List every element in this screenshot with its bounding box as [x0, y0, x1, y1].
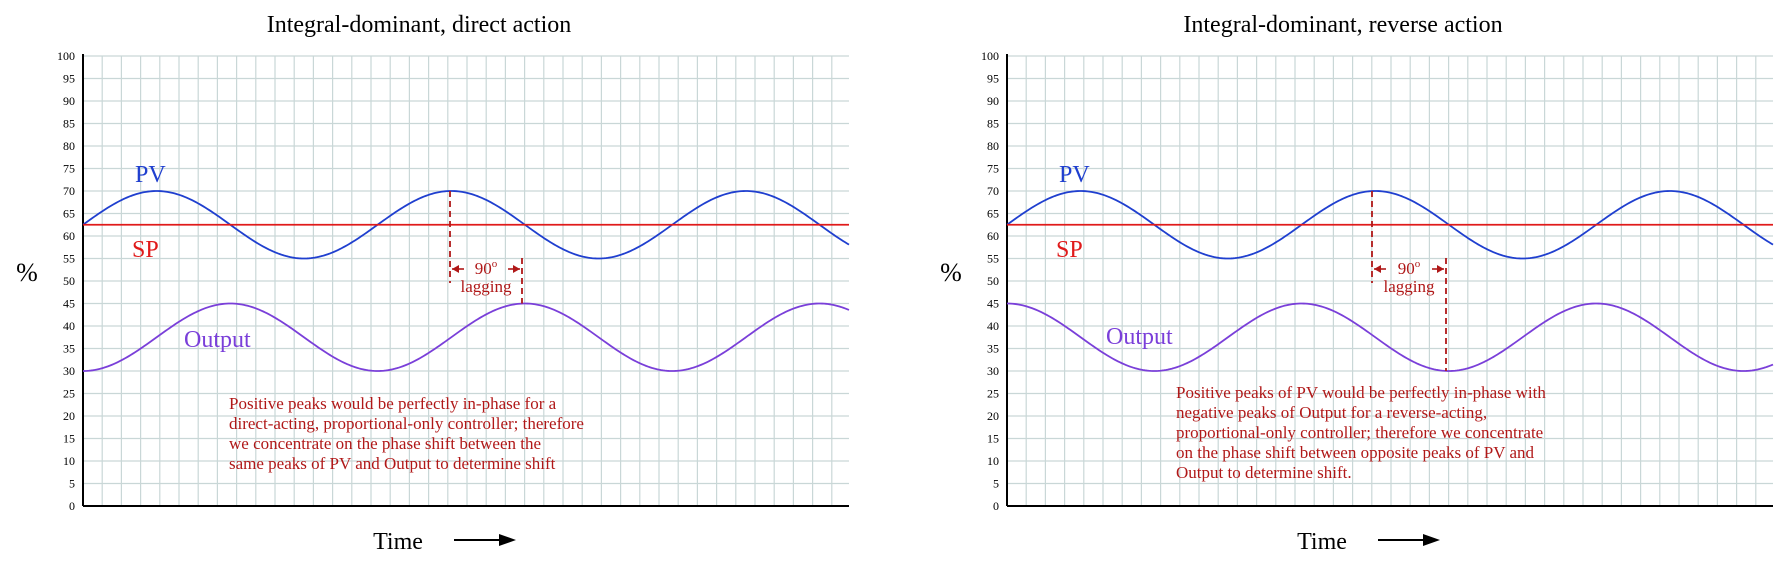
y-tick-label: 5: [69, 477, 75, 491]
y-tick-label: 60: [63, 229, 75, 243]
series-sp-label: SP: [132, 237, 159, 263]
y-tick-label: 30: [987, 364, 999, 378]
series-output-label: Output: [1106, 324, 1173, 350]
shift-arrowhead-right: [513, 265, 520, 273]
y-axis-label: %: [940, 258, 962, 287]
series-output-label: Output: [184, 327, 251, 353]
chart-2: 0 5 10 15 20 25 30 35 40 45 50 55 60 65 70 75 80 85 90 95 10…: [940, 12, 1774, 555]
y-tick-label: 5: [993, 477, 999, 491]
y-tick-label: 100: [57, 49, 75, 63]
chart-title: Integral-dominant, direct action: [267, 12, 572, 38]
y-tick-label: 75: [987, 162, 999, 176]
y-tick-label: 35: [987, 342, 999, 356]
y-tick-label: 90: [987, 94, 999, 108]
chart-1: 0 5 10 15 20 25 30 35 40 45 50 55 60 65 70 75 80 85 90 95 10…: [16, 12, 850, 555]
y-tick-label: 85: [987, 117, 999, 131]
shift-arrowhead-right: [1437, 265, 1444, 273]
annotation-line: same peaks of PV and Output to determine…: [229, 454, 556, 473]
y-tick-label: 50: [63, 274, 75, 288]
y-tick-label: 10: [987, 454, 999, 468]
y-tick-label: 25: [987, 387, 999, 401]
series-pv-label: PV: [1059, 162, 1090, 188]
y-tick-label: 50: [987, 274, 999, 288]
y-tick-label: 35: [63, 342, 75, 356]
y-tick-label: 70: [987, 184, 999, 198]
y-tick-label: 20: [63, 409, 75, 423]
x-axis-label: Time: [1297, 529, 1347, 555]
y-tick-label: 25: [63, 387, 75, 401]
y-tick-label: 90: [63, 94, 75, 108]
y-tick-label: 45: [63, 297, 75, 311]
time-arrow-head: [499, 534, 516, 546]
y-tick-label: 45: [987, 297, 999, 311]
y-tick-label: 65: [987, 207, 999, 221]
x-axis-label: Time: [373, 529, 423, 555]
series-pv-label: PV: [135, 162, 166, 188]
annotation-line: Positive peaks would be perfectly in-pha…: [229, 394, 557, 413]
shift-lagging-label: lagging: [461, 277, 512, 296]
y-axis-label: %: [16, 258, 38, 287]
y-tick-label: 60: [987, 229, 999, 243]
annotation-line: we concentrate on the phase shift betwee…: [229, 434, 541, 453]
shift-lagging-label: lagging: [1384, 277, 1435, 296]
series-output-line: [1006, 302, 1774, 372]
series-output-line: [82, 302, 850, 372]
grid: [82, 55, 849, 507]
y-tick-label: 20: [987, 409, 999, 423]
y-tick-label: 40: [987, 319, 999, 333]
y-tick-label: 40: [63, 319, 75, 333]
y-tick-label: 95: [987, 72, 999, 86]
chart-title: Integral-dominant, reverse action: [1183, 12, 1502, 38]
annotation-line: direct-acting, proportional-only control…: [229, 414, 584, 433]
series-sp-label: SP: [1056, 237, 1083, 263]
annotation-line: on the phase shift between opposite peak…: [1176, 443, 1535, 462]
y-tick-label: 70: [63, 184, 75, 198]
y-tick-label: 10: [63, 454, 75, 468]
grid: [1006, 55, 1773, 507]
y-tick-label: 65: [63, 207, 75, 221]
shift-arrowhead-left: [452, 265, 459, 273]
y-tick-label: 55: [63, 252, 75, 266]
y-tick-label: 95: [63, 72, 75, 86]
y-tick-label: 75: [63, 162, 75, 176]
y-tick-label: 80: [987, 139, 999, 153]
series-pv-line: [1006, 190, 1774, 260]
shift-degrees-label: 90o: [1398, 258, 1421, 278]
annotation-line: proportional-only controller; therefore …: [1176, 423, 1543, 442]
y-tick-label: 15: [987, 432, 999, 446]
annotation-line: Output to determine shift.: [1176, 463, 1352, 482]
annotation-line: Positive peaks of PV would be perfectly …: [1176, 383, 1546, 402]
series-pv-line: [82, 190, 850, 260]
shift-arrowhead-left: [1374, 265, 1381, 273]
time-arrow-head: [1423, 534, 1440, 546]
y-tick-label: 85: [63, 117, 75, 131]
y-tick-label: 0: [993, 499, 999, 513]
y-tick-label: 100: [981, 49, 999, 63]
y-tick-label: 80: [63, 139, 75, 153]
shift-degrees-label: 90o: [475, 258, 498, 278]
y-tick-label: 0: [69, 499, 75, 513]
annotation-line: negative peaks of Output for a reverse-a…: [1176, 403, 1487, 422]
y-tick-label: 15: [63, 432, 75, 446]
y-tick-label: 55: [987, 252, 999, 266]
y-tick-label: 30: [63, 364, 75, 378]
